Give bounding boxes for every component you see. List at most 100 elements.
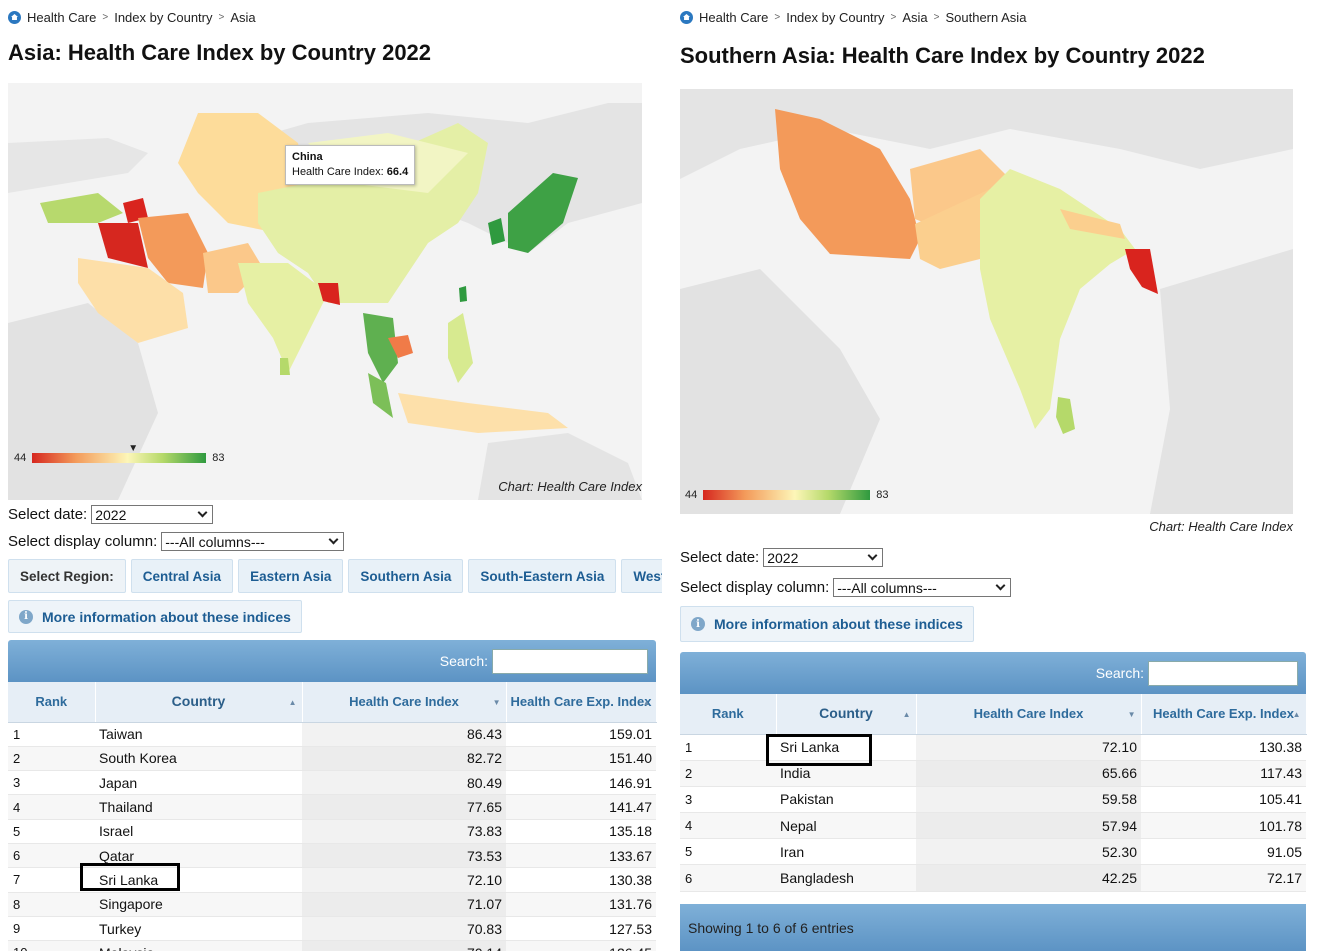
table-row[interactable]: 9 Turkey 70.83 127.53 [8,916,656,942]
select-column-label: Select display column: [680,579,830,596]
breadcrumb-health-care[interactable]: Health Care [699,10,769,25]
health-care-index-cell: 65.66 [916,760,1141,787]
cambodia-shape[interactable] [388,335,413,358]
country-cell: Pakistan [776,786,916,814]
region-central-asia-button[interactable]: Central Asia [130,559,234,593]
ranking-table: Search: Rank Country ▲ Health Care Index ▼… [680,652,1307,951]
japan-shape[interactable] [508,173,578,253]
column-header-rank[interactable]: Rank [8,682,96,723]
health-care-index-cell: 82.72 [302,746,506,772]
sort-icon: ▲ [1292,710,1301,719]
sri-lanka-shape[interactable] [280,358,290,375]
chevron-down-icon [867,550,878,561]
column-header-rank[interactable]: Rank [680,694,777,735]
breadcrumb-asia[interactable]: Asia [230,10,256,25]
column-header-health-care-index[interactable]: Health Care Index ▼ [916,694,1142,735]
region-western-asia-button[interactable]: Western Asia [621,559,662,593]
left-panel: Health Care > Index by Country > Asia As… [0,0,662,951]
region-southern-asia-button[interactable]: Southern Asia [348,559,464,593]
breadcrumb-index-by-country[interactable]: Index by Country [114,10,213,25]
chevron-down-icon [197,507,208,518]
column-header-health-care-exp-index[interactable]: Health Care Exp. Index ▲ [506,682,657,723]
data-table: Rank Country ▲ Health Care Index ▼ Health … [8,682,657,951]
select-date-dropdown[interactable]: 2022 [91,505,214,524]
health-care-exp-index-cell: 101.78 [1141,812,1306,840]
table-row[interactable]: 10Malaysia70.14126.45 [8,940,656,951]
legend-max: 83 [212,452,225,464]
thailand-shape[interactable] [363,313,398,383]
breadcrumb-index-by-country[interactable]: Index by Country [786,10,885,25]
health-care-exp-index-cell: 127.53 [506,916,656,942]
table-row[interactable]: 1 Taiwan 86.43 159.01 [8,722,656,747]
more-info-button[interactable]: i More information about these indices [680,606,974,642]
malaysia-shape[interactable] [368,373,393,418]
color-legend: 44 83 [685,489,889,501]
region-south-eastern-asia-button[interactable]: South-Eastern Asia [468,559,617,593]
breadcrumb-asia[interactable]: Asia [902,10,928,25]
sort-icon: ▲ [642,698,651,707]
map-canvas[interactable] [680,89,1293,514]
select-column-dropdown[interactable]: ---All columns--- [833,578,1012,597]
right-panel: Health Care > Index by Country > Asia > … [672,0,1324,951]
choropleth-map[interactable]: 44 ▼ 83 China Health Care Index: 66.4 [8,83,642,500]
home-icon[interactable] [680,11,693,24]
iran-shape[interactable] [775,109,920,259]
bangladesh-shape[interactable] [1125,249,1158,294]
breadcrumb-southern-asia[interactable]: Southern Asia [945,10,1027,25]
table-row[interactable]: 3 Japan 80.49 146.91 [8,770,656,796]
table-row[interactable]: 5 Israel 73.83 135.18 [8,819,656,844]
home-icon[interactable] [8,11,21,24]
saudi-arabia-shape[interactable] [78,258,188,343]
table-row[interactable]: 6 Bangladesh 42.25 72.17 [680,864,1306,892]
search-input[interactable] [492,648,648,674]
country-cell: Iran [776,838,916,866]
philippines-shape[interactable] [448,313,473,383]
select-column-dropdown[interactable]: ---All columns--- [161,532,345,551]
sri-lanka-shape[interactable] [1056,397,1075,434]
region-eastern-asia-button[interactable]: Eastern Asia [238,559,344,593]
rank-cell: 1 [680,734,776,761]
india-shape[interactable] [980,169,1135,429]
table-row[interactable]: 3 Pakistan 59.58 105.41 [680,786,1306,814]
table-row[interactable]: 5 Iran 52.30 91.05 [680,838,1306,866]
column-header-health-care-index[interactable]: Health Care Index ▼ [302,682,507,723]
data-table: Rank Country ▲ Health Care Index ▼ Health … [680,694,1307,892]
taiwan-shape[interactable] [459,286,467,302]
table-row[interactable]: 2 South Korea 82.72 151.40 [8,746,656,772]
iraq-shape[interactable] [98,223,148,268]
africa-shape [8,303,158,500]
turkey-shape[interactable] [40,193,123,223]
select-date-label: Select date: [8,506,88,523]
sort-icon: ▲ [902,710,911,719]
caucasus-shape[interactable] [123,198,148,223]
table-footer-info: Showing 1 to 6 of 6 entries [680,903,1306,951]
search-input[interactable] [1148,660,1298,686]
iran-shape[interactable] [138,213,208,288]
indonesia-shape[interactable] [398,393,568,433]
choropleth-map[interactable]: 44 83 [680,89,1293,514]
column-header-health-care-exp-index[interactable]: Health Care Exp. Index ▲ [1141,694,1307,735]
region-selector: Select Region: Central Asia Eastern Asia… [8,559,662,593]
info-icon: i [691,617,705,631]
bangladesh-shape[interactable] [318,283,340,305]
south-korea-shape[interactable] [488,218,505,245]
select-date-dropdown[interactable]: 2022 [763,548,884,567]
column-header-country[interactable]: Country ▲ [776,694,917,735]
table-row[interactable]: 2 India 65.66 117.43 [680,760,1306,787]
breadcrumb-health-care[interactable]: Health Care [27,10,97,25]
india-shape[interactable] [238,263,328,373]
search-label: Search: [439,653,488,669]
health-care-index-cell: 52.30 [916,838,1141,866]
table-row[interactable]: 8 Singapore 71.07 131.76 [8,892,656,917]
nepal-shape[interactable] [1060,209,1125,239]
arabia-region-shape [680,269,880,514]
column-header-country[interactable]: Country ▲ [95,682,303,723]
more-info-button[interactable]: i More information about these indices [8,600,302,633]
health-care-exp-index-cell: 131.76 [506,892,656,917]
country-cell: Malaysia [95,940,302,951]
map-canvas[interactable] [8,83,642,500]
table-row[interactable]: 1 Sri Lanka 72.10 130.38 [680,734,1306,761]
table-row[interactable]: 4 Thailand 77.65 141.47 [8,794,656,820]
southeast-region-shape [1150,249,1293,514]
table-row[interactable]: 4 Nepal 57.94 101.78 [680,812,1306,840]
